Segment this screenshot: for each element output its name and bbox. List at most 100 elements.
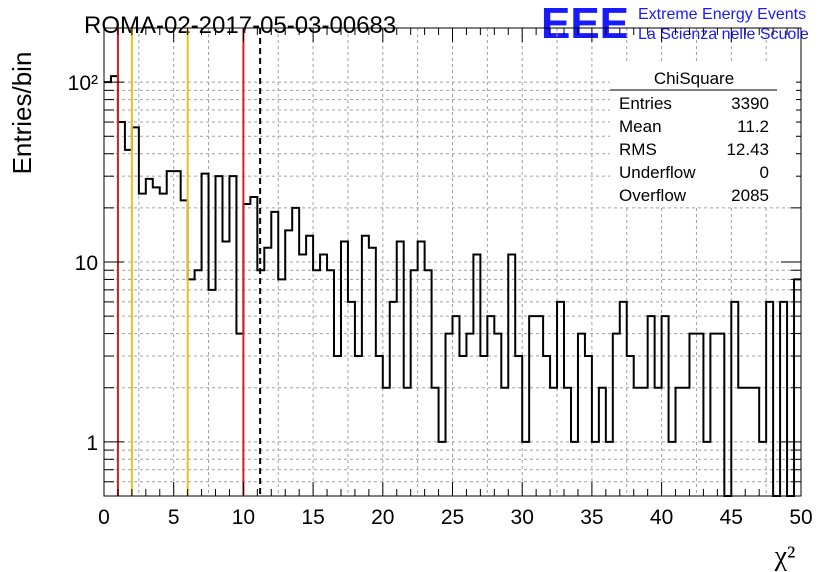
histogram-bin	[222, 242, 229, 496]
histogram-bin	[543, 356, 550, 496]
histogram-bin	[104, 82, 111, 496]
histogram-bin	[195, 270, 202, 496]
histogram-bin	[599, 388, 606, 496]
histogram-bin	[676, 388, 683, 496]
histogram-bin	[501, 388, 508, 496]
histogram-bin	[613, 334, 620, 496]
stats-value: 2085	[731, 186, 769, 205]
histogram-bin	[181, 200, 188, 496]
histogram-bin	[306, 236, 313, 496]
stats-label: Entries	[619, 94, 672, 113]
histogram-bin	[564, 388, 571, 496]
histogram-outline	[104, 75, 801, 497]
x-tick-label: 10	[232, 506, 255, 529]
histogram-bin	[292, 208, 299, 496]
histogram-bin	[188, 279, 195, 496]
histogram-bin	[459, 356, 466, 496]
histogram-bin	[578, 334, 585, 496]
histogram-bin	[557, 302, 564, 496]
histogram-bin	[780, 302, 787, 496]
histogram-bin	[397, 242, 404, 496]
stats-label: Mean	[619, 117, 662, 136]
histogram-bin	[696, 334, 703, 496]
histogram-bin	[641, 388, 648, 496]
histogram-bin	[731, 302, 738, 496]
histogram-bin	[683, 388, 690, 496]
histogram-bin	[662, 316, 669, 496]
stats-label: Overflow	[619, 186, 687, 205]
histogram-bin	[348, 302, 355, 496]
histogram-bin	[313, 270, 320, 496]
histogram-bin	[341, 242, 348, 496]
x-tick-labels: 0 5 10 15 20 25 30 35 40 45 50	[98, 506, 813, 529]
y-axis-label: Entries/bin	[7, 52, 37, 175]
histogram-bin	[759, 442, 766, 496]
histogram-bin	[153, 187, 160, 496]
histogram-bin	[473, 255, 480, 496]
y-tick-label: 10	[75, 252, 98, 275]
histogram-bin	[139, 194, 146, 496]
histogram-bin	[766, 302, 773, 496]
stats-value: 11.2	[737, 117, 769, 136]
histogram-bin	[271, 212, 278, 496]
histogram-bin	[738, 388, 745, 496]
chart-title: ROMA-02-2017-05-03-00683	[84, 12, 396, 39]
x-tick-label: 35	[580, 506, 603, 529]
histogram-bin	[355, 356, 362, 496]
histogram-bin	[425, 270, 432, 496]
histogram-bin	[264, 248, 271, 496]
histogram-bin	[446, 334, 453, 496]
histogram-bin	[515, 356, 522, 496]
histogram-bin	[216, 176, 223, 496]
histogram-bin	[717, 334, 724, 496]
histogram-bin	[585, 356, 592, 496]
histogram-bin	[125, 150, 132, 496]
histogram-bin	[620, 302, 627, 496]
histogram-bin	[334, 356, 341, 496]
histogram-bin	[209, 290, 216, 496]
stats-label: Underflow	[619, 163, 696, 182]
logo-mark: EEE	[541, 0, 629, 48]
stats-value: 3390	[731, 94, 769, 113]
histogram-bin	[376, 356, 383, 496]
histogram-bin	[508, 255, 515, 496]
x-tick-label: 45	[720, 506, 743, 529]
stats-value: 0	[760, 163, 769, 182]
histogram-bin	[250, 197, 257, 496]
eee-logo: EEE Extreme Energy Events La Scienza nel…	[541, 0, 809, 48]
histogram-bin	[418, 242, 425, 496]
histogram-bin	[362, 236, 369, 496]
x-tick-label: 20	[371, 506, 394, 529]
histogram-bin	[627, 356, 634, 496]
histogram-bin	[550, 388, 557, 496]
histogram-bin	[327, 270, 334, 496]
stats-value: 12.43	[726, 140, 769, 159]
histogram-bin	[571, 442, 578, 496]
histogram-bin	[752, 388, 759, 496]
histogram-bin	[369, 248, 376, 496]
histogram-bin	[466, 334, 473, 496]
histogram-bin	[404, 388, 411, 496]
histogram-bin	[522, 442, 529, 496]
histogram-bin	[299, 255, 306, 496]
histogram-bin	[648, 316, 655, 496]
x-tick-label: 15	[301, 506, 324, 529]
histogram-bin	[383, 388, 390, 496]
vertical-lines	[116, 28, 262, 496]
histogram-bin	[167, 171, 174, 496]
histogram-bin	[132, 127, 139, 496]
histogram-bin	[202, 174, 209, 496]
histogram-bin	[606, 442, 613, 496]
stats-box: ChiSquare Entries 3390 Mean 11.2 RMS 12.43 Und…	[610, 64, 796, 206]
histogram-bin	[529, 316, 536, 496]
histogram-bin	[453, 316, 460, 496]
histogram-bin	[285, 230, 292, 496]
histogram-bin	[494, 334, 501, 496]
histogram	[104, 75, 801, 497]
histogram-bin	[634, 388, 641, 496]
logo-line2: La Scienza nelle Scuole	[638, 26, 809, 43]
histogram-bin	[480, 356, 487, 496]
histogram-bin	[174, 171, 181, 496]
x-tick-label: 5	[168, 506, 180, 529]
